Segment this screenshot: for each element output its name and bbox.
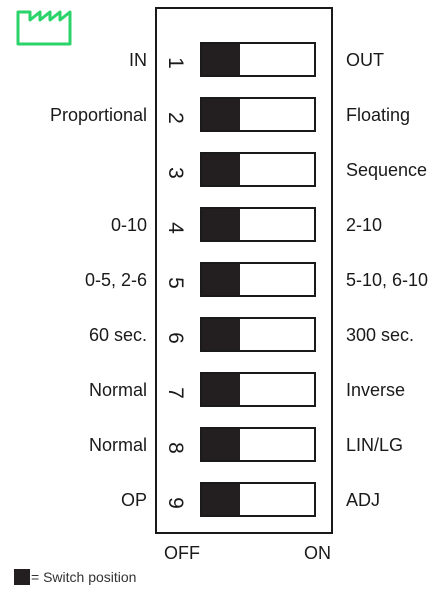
dip-switch-1[interactable] <box>200 42 316 77</box>
switch-left-label: Normal <box>88 435 147 455</box>
dip-switch-6[interactable] <box>200 317 316 352</box>
switch-knob <box>202 209 240 240</box>
off-label: OFF <box>164 543 200 563</box>
switch-row-9: OP 9 ADJ <box>0 482 448 528</box>
switch-row-3: 3 Sequence <box>0 152 448 198</box>
factory-icon <box>16 10 72 46</box>
switch-right-label: 300 sec. <box>346 325 415 345</box>
switch-row-4: 0-10 4 2-10 <box>0 207 448 253</box>
switch-right-label: ADJ <box>346 490 381 510</box>
switch-number: 5 <box>164 277 187 289</box>
switch-knob <box>202 429 240 460</box>
dip-switch-8[interactable] <box>200 427 316 462</box>
switch-left-label: 0-5, 2-6 <box>84 270 147 290</box>
switch-right-label: 5-10, 6-10 <box>346 270 429 290</box>
switch-right-label: 2-10 <box>346 215 383 235</box>
switch-knob <box>202 154 240 185</box>
dip-switch-4[interactable] <box>200 207 316 242</box>
switch-number: 8 <box>164 442 187 454</box>
switch-left-label: Proportional <box>49 105 147 125</box>
switch-number: 9 <box>164 497 187 509</box>
switch-knob <box>202 264 240 295</box>
switch-row-6: 60 sec. 6 300 sec. <box>0 317 448 363</box>
legend: = Switch position <box>14 568 136 586</box>
switch-right-label: LIN/LG <box>346 435 404 455</box>
dip-switch-3[interactable] <box>200 152 316 187</box>
switch-right-label: Inverse <box>346 380 406 400</box>
dip-switch-2[interactable] <box>200 97 316 132</box>
switch-left-label: 60 sec. <box>88 325 147 345</box>
legend-swatch <box>14 569 30 585</box>
switch-number: 4 <box>164 222 187 234</box>
switch-number: 1 <box>164 57 187 69</box>
on-label: ON <box>304 543 331 563</box>
switch-number: 3 <box>164 167 187 179</box>
switch-left-label: Normal <box>88 380 147 400</box>
switch-knob <box>202 319 240 350</box>
legend-text: = Switch position <box>31 569 137 585</box>
switch-knob <box>202 99 240 130</box>
switch-knob <box>202 484 240 515</box>
switch-row-7: Normal 7 Inverse <box>0 372 448 418</box>
dip-switch-9[interactable] <box>200 482 316 517</box>
dip-switch-7[interactable] <box>200 372 316 407</box>
switch-row-5: 0-5, 2-6 5 5-10, 6-10 <box>0 262 448 308</box>
switch-number: 2 <box>164 112 187 124</box>
switch-right-label: Sequence <box>346 160 428 180</box>
switch-row-1: IN 1 OUT <box>0 42 448 88</box>
switch-right-label: Floating <box>346 105 411 125</box>
switch-row-8: Normal 8 LIN/LG <box>0 427 448 473</box>
switch-left-label: OP <box>120 490 147 510</box>
switch-left-label: IN <box>129 50 147 70</box>
switch-number: 6 <box>164 332 187 344</box>
dip-switch-5[interactable] <box>200 262 316 297</box>
switch-row-2: Proportional 2 Floating <box>0 97 448 143</box>
switch-left-label: 0-10 <box>110 215 147 235</box>
switch-knob <box>202 374 240 405</box>
switch-right-label: OUT <box>346 50 384 70</box>
switch-number: 7 <box>164 387 187 399</box>
switch-knob <box>202 44 240 75</box>
